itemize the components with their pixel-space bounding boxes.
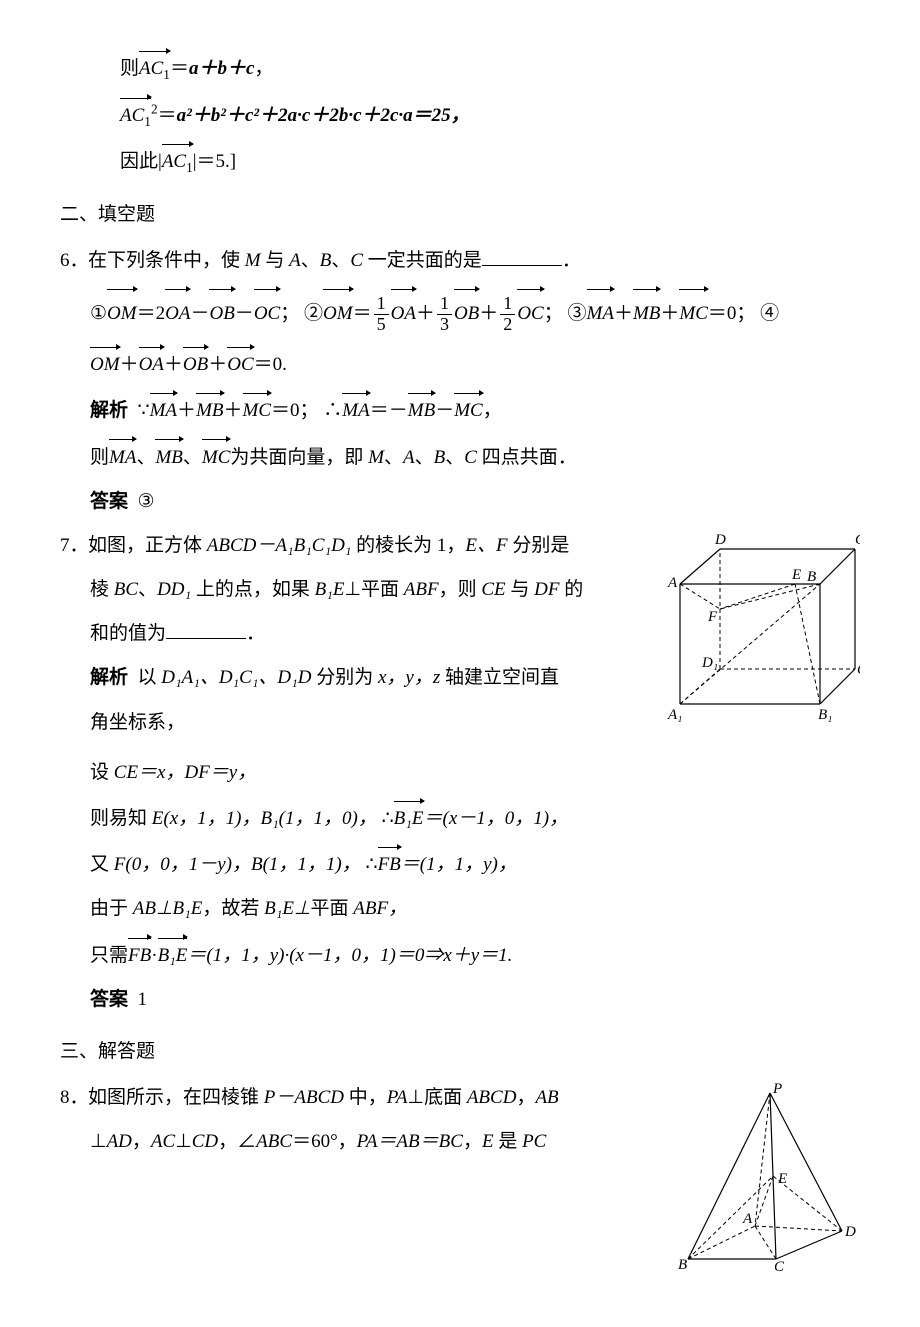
section-solve: 三、解答题 <box>60 1035 860 1069</box>
text: 则 <box>120 58 139 79</box>
label-P: P <box>772 1081 782 1097</box>
q6-options-line2: OM＋OA＋OB＋OC＝0. <box>60 346 860 382</box>
vec-ac1: AC1 <box>139 50 170 87</box>
label-B: B <box>807 569 816 585</box>
vec-ob3: OB <box>183 346 208 382</box>
vec-mb3: MB <box>408 392 435 428</box>
vec-ob2: OB <box>454 289 479 337</box>
q6-number: 6． <box>60 244 88 278</box>
vec-oa1: OA <box>165 289 190 337</box>
line-ac1-sq: AC12＝a²＋b²＋c²＋2a·c＋2b·c＋2c·a＝25， <box>60 97 860 134</box>
line-ac1-abs: 因此|AC1|＝5.] <box>60 143 860 180</box>
frac-1-5: 15 <box>374 294 389 335</box>
vec-om2: OM <box>323 289 353 337</box>
vec-ma2: MA <box>150 392 177 428</box>
label-D: D <box>844 1224 856 1240</box>
blank-q6 <box>482 246 562 266</box>
vec-mc4: MC <box>202 439 231 475</box>
vec-om1: OM <box>107 289 137 337</box>
cube-svg: D C E A B F D₁ C₁ A₁ B₁ <box>660 529 860 729</box>
q7-sol-line1: 解析 以 D₁A₁、D₁C₁、D₁D 分别为 x，y，z 轴建立空间直 <box>60 661 648 695</box>
vec-oc2: OC <box>517 289 543 337</box>
label-B: B <box>678 1257 687 1271</box>
vec-b1e: B₁E <box>394 800 424 836</box>
label-A: A <box>742 1211 753 1227</box>
q8-block: 8．如图所示，在四棱锥 P－ABCD 中，PA⊥底面 ABCD，AB ⊥AD，A… <box>60 1081 860 1271</box>
label-D1: D₁ <box>701 655 718 671</box>
vec-om3: OM <box>90 346 120 382</box>
vec-mc1: MC <box>679 289 708 337</box>
vec-mb4: MB <box>155 439 182 475</box>
q7-line2: 棱 BC、DD₁ 上的点，如果 B₁E⊥平面 ABF，则 CE 与 DF 的 <box>60 573 648 607</box>
vec-ma3: MA <box>342 392 369 428</box>
vec-mc3: MC <box>454 392 483 428</box>
vec-oc3: OC <box>227 346 253 382</box>
vec-oa2: OA <box>391 289 416 337</box>
pyramid-diagram: P E A D B C <box>670 1081 860 1271</box>
vec-oa3: OA <box>139 346 164 382</box>
q8-line2: ⊥AD，AC⊥CD，∠ABC＝60°，PA＝AB＝BC，E 是 PC <box>60 1125 658 1159</box>
label-C1: C₁ <box>857 662 860 678</box>
line-ac1-eq: 则AC1＝a＋b＋c， <box>60 50 860 87</box>
q7-sol-line2: 角坐标系， <box>60 706 648 740</box>
frac-1-3: 13 <box>437 294 452 335</box>
q6-options-line1: ①OM＝2OA－OB－OC； ②OM＝15OA＋13OB＋12OC； ③MA＋M… <box>60 289 860 337</box>
vec-mb2: MB <box>196 392 223 428</box>
label-E: E <box>777 1171 787 1187</box>
expr: a²＋b²＋c²＋2a·c＋2b·c＋2c·a＝25， <box>177 105 470 126</box>
vec-ma1: MA <box>587 289 614 337</box>
q6-solution-line1: 解析 ∵MA＋MB＋MC＝0； ∴MA＝－MB－MC， <box>60 392 860 428</box>
label-A1: A₁ <box>667 707 682 723</box>
vec-ac1b: AC1 <box>120 97 151 134</box>
q6-solution-line2: 则MA、MB、MC为共面向量，即 M、A、B、C 四点共面． <box>60 439 860 475</box>
vec-ac1c: AC1 <box>162 143 193 180</box>
vec-mb1: MB <box>633 289 660 337</box>
solution-label: 解析 <box>90 400 128 421</box>
q7-sol-line6: 由于 AB⊥B₁E，故若 B₁E⊥平面 ABF， <box>60 892 860 926</box>
label-B1: B₁ <box>818 707 832 723</box>
vec-mc2: MC <box>243 392 272 428</box>
label-C: C <box>774 1259 785 1271</box>
pyramid-svg: P E A D B C <box>670 1081 860 1271</box>
solution-label: 解析 <box>90 667 128 688</box>
q7-line1: 7．如图，正方体 ABCD－A₁B₁C₁D₁ 的棱长为 1，E、F 分别是 <box>60 529 648 563</box>
q7-block: 7．如图，正方体 ABCD－A₁B₁C₁D₁ 的棱长为 1，E、F 分别是 棱 … <box>60 529 860 750</box>
q7-sol-line5: 又 F(0，0，1－y)，B(1，1，1)， ∴FB＝(1，1，y)， <box>60 846 860 882</box>
label-E: E <box>791 567 801 583</box>
blank-q7 <box>166 619 246 639</box>
label-F: F <box>707 609 718 625</box>
vec-ob1: OB <box>209 289 234 337</box>
label-D: D <box>714 532 726 548</box>
label-A: A <box>667 575 678 591</box>
q7-number: 7． <box>60 529 88 563</box>
q7-sol-line7: 只需FB·B₁E＝(1，1，y)·(x－1，0，1)＝0⇒x＋y＝1. <box>60 937 860 973</box>
q6-answer: 答案 ③ <box>60 485 860 519</box>
q7-sol-line4: 则易知 E(x，1，1)，B₁(1，1，0)， ∴B₁E＝(x－1，0，1)， <box>60 800 860 836</box>
vec-oc1: OC <box>254 289 280 337</box>
cube-diagram: D C E A B F D₁ C₁ A₁ B₁ <box>660 529 860 729</box>
vec-b1e2: B₁E <box>158 937 188 973</box>
q6-stem: 6．在下列条件中，使 M 与 A、B、C 一定共面的是． <box>60 244 860 278</box>
frac-1-2: 12 <box>500 294 515 335</box>
vec-fb2: FB <box>128 937 151 973</box>
q7-answer: 答案 1 <box>60 983 860 1017</box>
answer-label: 答案 <box>90 491 128 512</box>
abc: a＋b＋c <box>189 58 254 79</box>
q7-sol-line3: 设 CE＝x，DF＝y， <box>60 756 860 790</box>
vec-ma4: MA <box>109 439 136 475</box>
section-fill-blank: 二、填空题 <box>60 198 860 232</box>
q8-number: 8． <box>60 1081 88 1115</box>
answer-label: 答案 <box>90 989 128 1010</box>
vec-fb: FB <box>378 846 401 882</box>
q7-line3: 和的值为． <box>60 617 648 651</box>
q8-line1: 8．如图所示，在四棱锥 P－ABCD 中，PA⊥底面 ABCD，AB <box>60 1081 658 1115</box>
label-C: C <box>855 532 860 548</box>
